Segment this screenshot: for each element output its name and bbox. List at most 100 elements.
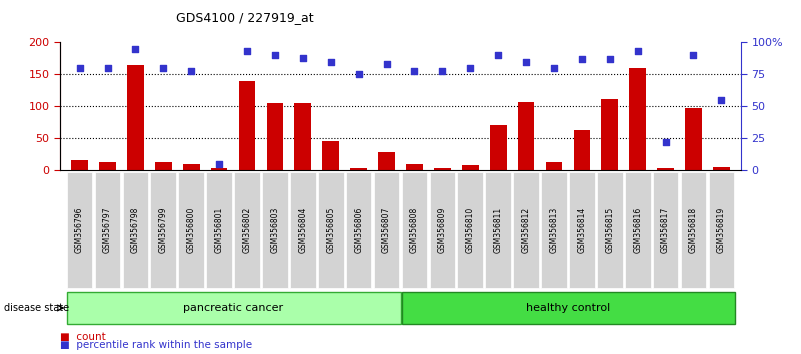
Point — [520, 59, 533, 64]
Bar — [179, 172, 204, 288]
Bar — [239, 81, 256, 170]
Bar — [207, 172, 232, 288]
Text: GSM356812: GSM356812 — [521, 207, 530, 253]
Text: GSM356798: GSM356798 — [131, 207, 140, 253]
Bar — [630, 68, 646, 170]
Text: GSM356805: GSM356805 — [326, 207, 336, 253]
Text: GSM356819: GSM356819 — [717, 207, 726, 253]
Bar — [685, 108, 702, 170]
Bar — [429, 172, 455, 288]
Text: GSM356800: GSM356800 — [187, 207, 195, 253]
Bar — [569, 172, 594, 288]
Point — [268, 52, 281, 58]
Bar — [290, 172, 316, 288]
Point — [129, 46, 142, 52]
Bar — [657, 168, 674, 170]
Point — [213, 161, 226, 166]
Bar — [625, 172, 650, 288]
Bar — [183, 164, 199, 170]
Bar — [489, 125, 506, 170]
Point — [157, 65, 170, 71]
Point — [185, 68, 198, 73]
Text: ■  count: ■ count — [60, 332, 106, 342]
Bar — [350, 168, 367, 170]
Point — [240, 48, 253, 54]
Point — [687, 52, 700, 58]
Bar — [151, 172, 176, 288]
Bar — [434, 168, 451, 170]
Text: GDS4100 / 227919_at: GDS4100 / 227919_at — [176, 11, 314, 24]
Bar — [155, 162, 171, 170]
Bar — [541, 172, 567, 288]
Bar — [378, 152, 395, 170]
Point — [436, 68, 449, 73]
Point — [548, 65, 561, 71]
Text: GSM356814: GSM356814 — [578, 207, 586, 253]
Bar — [709, 172, 735, 288]
Point — [603, 56, 616, 62]
Point — [715, 97, 728, 103]
Bar — [95, 172, 120, 288]
Bar — [71, 160, 88, 170]
Point — [575, 56, 588, 62]
Bar — [602, 98, 618, 170]
Bar — [462, 165, 479, 170]
Bar — [295, 103, 312, 170]
Bar — [457, 172, 483, 288]
Bar — [127, 65, 144, 170]
Bar — [66, 292, 400, 324]
Text: GSM356802: GSM356802 — [243, 207, 252, 253]
Text: GSM356813: GSM356813 — [549, 207, 558, 253]
Bar — [267, 103, 284, 170]
Bar — [401, 172, 427, 288]
Text: GSM356801: GSM356801 — [215, 207, 223, 253]
Text: GSM356799: GSM356799 — [159, 207, 168, 253]
Bar — [401, 292, 735, 324]
Text: GSM356797: GSM356797 — [103, 207, 112, 253]
Point — [324, 59, 337, 64]
Text: pancreatic cancer: pancreatic cancer — [183, 303, 283, 313]
Bar — [322, 141, 339, 170]
Bar — [597, 172, 622, 288]
Point — [101, 65, 114, 71]
Point — [380, 61, 393, 67]
Bar — [346, 172, 372, 288]
Text: GSM356803: GSM356803 — [271, 207, 280, 253]
Point — [352, 72, 365, 77]
Bar — [653, 172, 678, 288]
Bar — [517, 102, 534, 170]
Point — [659, 139, 672, 145]
Text: GSM356804: GSM356804 — [298, 207, 308, 253]
Bar — [234, 172, 260, 288]
Point — [408, 68, 421, 73]
Point — [464, 65, 477, 71]
Text: GSM356818: GSM356818 — [689, 207, 698, 253]
Bar — [318, 172, 344, 288]
Bar — [66, 172, 92, 288]
Text: GSM356806: GSM356806 — [354, 207, 363, 253]
Point — [631, 48, 644, 54]
Text: healthy control: healthy control — [525, 303, 610, 313]
Bar — [713, 167, 730, 170]
Text: GSM356817: GSM356817 — [661, 207, 670, 253]
Text: GSM356810: GSM356810 — [465, 207, 475, 253]
Bar — [681, 172, 706, 288]
Bar — [262, 172, 288, 288]
Text: GSM356796: GSM356796 — [75, 207, 84, 253]
Bar — [574, 130, 590, 170]
Point — [492, 52, 505, 58]
Bar — [374, 172, 400, 288]
Text: GSM356808: GSM356808 — [410, 207, 419, 253]
Text: GSM356816: GSM356816 — [633, 207, 642, 253]
Text: disease state: disease state — [4, 303, 69, 313]
Point — [73, 65, 86, 71]
Bar — [211, 168, 227, 170]
Text: GSM356809: GSM356809 — [438, 207, 447, 253]
Text: GSM356815: GSM356815 — [606, 207, 614, 253]
Text: GSM356811: GSM356811 — [493, 207, 503, 253]
Bar — [513, 172, 539, 288]
Bar — [485, 172, 511, 288]
Bar — [123, 172, 148, 288]
Bar — [545, 162, 562, 170]
Bar — [406, 164, 423, 170]
